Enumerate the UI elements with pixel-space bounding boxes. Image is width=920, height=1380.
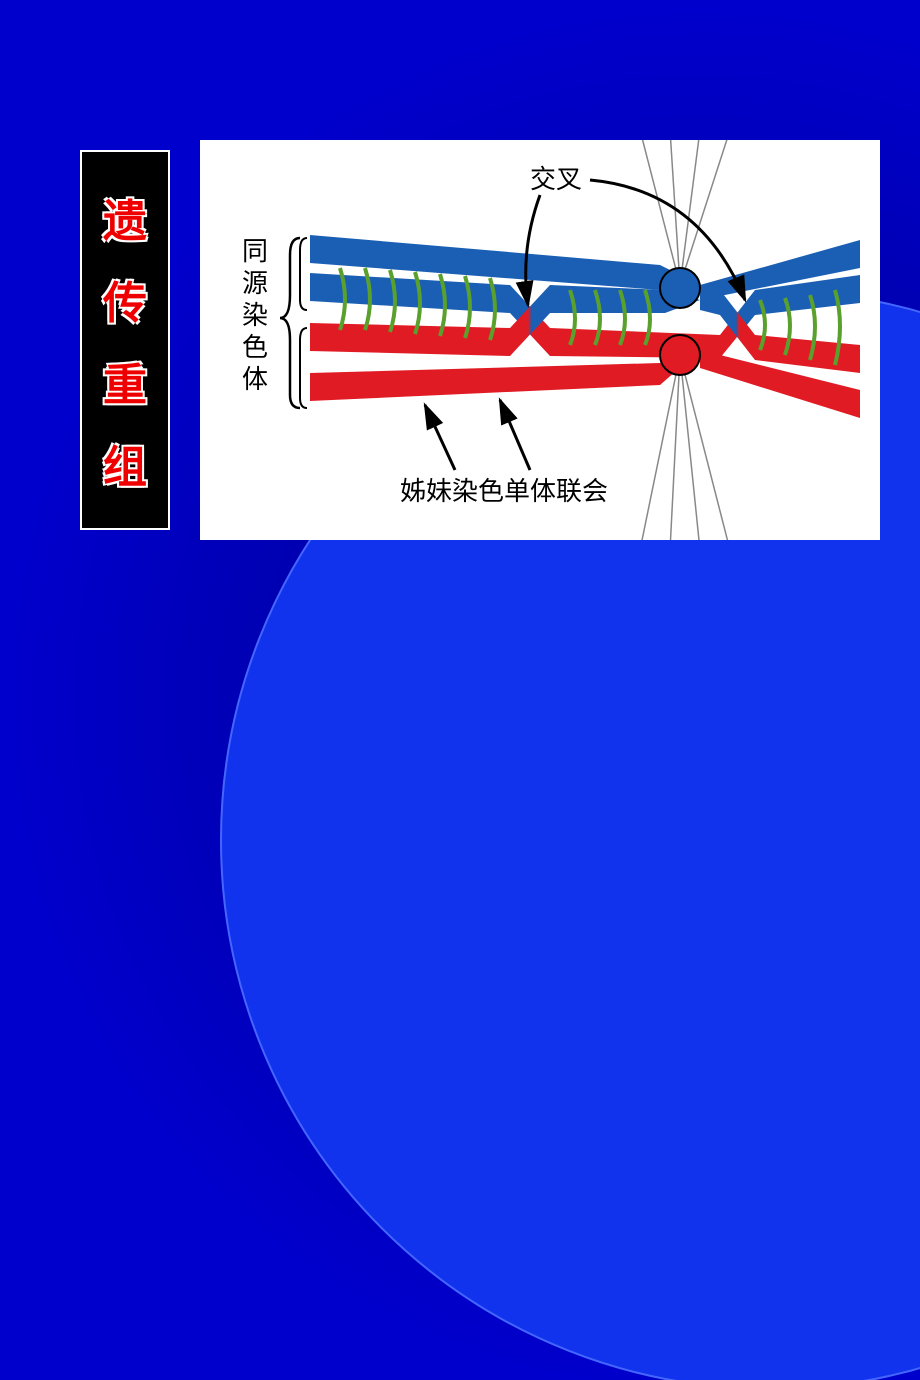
centromere-red <box>660 335 700 375</box>
bracket-red-pair <box>300 328 307 408</box>
chromatid-blue-2-left <box>310 273 510 313</box>
bracket-homologous <box>280 238 300 408</box>
title-char-3: 重 <box>103 349 147 413</box>
label-homologous-5: 体 <box>242 365 268 394</box>
label-homologous-1: 同 <box>242 237 268 266</box>
chromosome-diagram: 交叉 同 源 染 色 体 姊妹染色单体联会 <box>200 140 880 540</box>
label-homologous-4: 色 <box>242 333 268 362</box>
title-char-4: 组 <box>103 431 147 495</box>
diagram-svg: 交叉 同 源 染 色 体 姊妹染色单体联会 <box>200 140 880 540</box>
title-char-2: 传 <box>103 267 147 331</box>
bracket-blue-pair <box>300 238 307 310</box>
chromatid-red-1-right <box>755 335 860 373</box>
chromatid-red-2 <box>310 350 700 401</box>
label-homologous-3: 染 <box>242 301 268 330</box>
arrow-crossover-1 <box>526 195 540 305</box>
centromere-blue <box>660 268 700 308</box>
label-sister: 姊妹染色单体联会 <box>400 477 608 506</box>
label-homologous-2: 源 <box>242 269 268 298</box>
title-char-1: 遗 <box>103 185 147 249</box>
label-crossover: 交叉 <box>530 165 582 194</box>
arrow-sister-1 <box>425 405 455 470</box>
arrow-sister-2 <box>500 400 530 470</box>
title-box: 遗 传 重 组 <box>80 150 170 530</box>
